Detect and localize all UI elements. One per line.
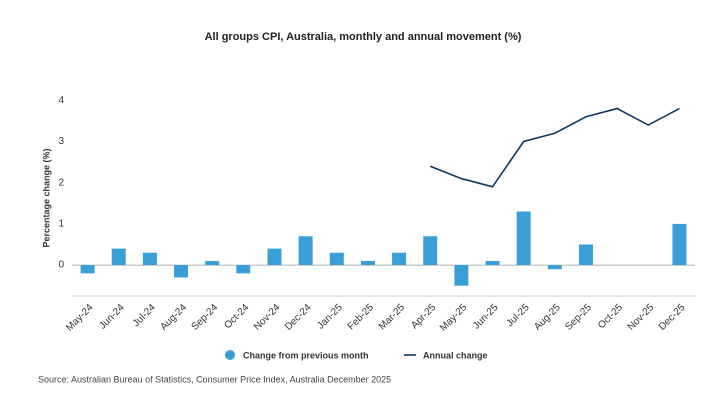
x-tick-label: Mar-25 bbox=[377, 302, 407, 332]
x-tick-label: Feb-25 bbox=[346, 302, 376, 332]
bar bbox=[267, 248, 282, 266]
x-tick-label: Aug-25 bbox=[532, 302, 563, 333]
x-tick-label: Oct-24 bbox=[222, 302, 251, 331]
y-tick-label: 1 bbox=[58, 219, 64, 230]
bar bbox=[516, 211, 531, 266]
source: Source: Australian Bureau of Statistics,… bbox=[38, 374, 391, 384]
bar bbox=[360, 260, 375, 266]
bar bbox=[298, 236, 313, 266]
bar bbox=[423, 236, 438, 266]
x-tick-label: Apr-25 bbox=[409, 302, 438, 331]
bar bbox=[454, 265, 469, 286]
chart-title: All groups CPI, Australia, monthly and a… bbox=[205, 31, 522, 43]
x-tick-label: Dec-24 bbox=[283, 302, 314, 333]
x-tick-label: May-24 bbox=[64, 302, 96, 334]
bar bbox=[174, 265, 189, 278]
x-tick-label: Aug-24 bbox=[158, 302, 189, 333]
x-tick-label: Oct-25 bbox=[596, 302, 625, 331]
legend-marker bbox=[225, 350, 235, 360]
x-tick-label: Nov-25 bbox=[626, 302, 657, 333]
bar bbox=[80, 265, 95, 274]
bar bbox=[142, 252, 157, 266]
line bbox=[429, 107, 680, 188]
x-tick-label: Jun-24 bbox=[97, 302, 127, 332]
x-tick-label: Jun-25 bbox=[471, 302, 501, 332]
y-tick-label: 0 bbox=[58, 260, 64, 271]
x-tick-label: Nov-24 bbox=[252, 302, 283, 333]
x-tick-label: Jan-25 bbox=[315, 302, 345, 332]
x-tick-label: Dec-25 bbox=[657, 302, 688, 333]
bar bbox=[578, 244, 593, 266]
x-tick-label: Jul-24 bbox=[131, 302, 158, 329]
bar bbox=[547, 265, 562, 270]
y-tick-label: 4 bbox=[58, 95, 64, 106]
bar bbox=[392, 252, 407, 266]
bar bbox=[485, 260, 500, 266]
bar bbox=[111, 248, 126, 266]
bar bbox=[205, 260, 220, 266]
x-tick-label: May-25 bbox=[438, 302, 470, 334]
x-tick-label: Sep-25 bbox=[563, 302, 594, 333]
bar bbox=[329, 252, 344, 266]
y-tick-label: 2 bbox=[58, 177, 64, 188]
legend-label: Change from previous month bbox=[243, 350, 369, 360]
x-tick-label: Jul-25 bbox=[505, 302, 532, 329]
x-tick-label: Sep-24 bbox=[190, 302, 221, 333]
y-axis-title: Percentage change (%) bbox=[41, 148, 51, 247]
y-tick-label: 3 bbox=[58, 136, 64, 147]
legend-label: Annual change bbox=[423, 350, 488, 360]
bar bbox=[236, 265, 251, 274]
bar bbox=[672, 223, 687, 266]
